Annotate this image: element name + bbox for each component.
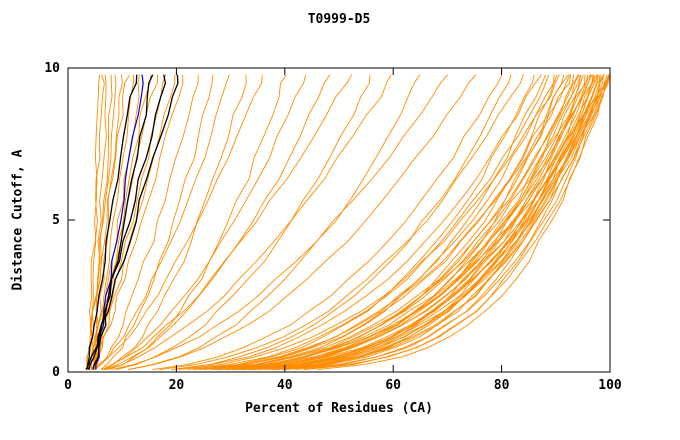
model-curve-orange	[115, 74, 371, 371]
model-curve-orange	[199, 74, 570, 371]
x-tick-label: 40	[277, 378, 293, 393]
model-curve-orange	[259, 74, 605, 371]
model-curve-orange	[204, 74, 555, 371]
model-curve-orange	[194, 74, 572, 371]
model-curve-orange	[225, 74, 592, 371]
x-tick-label: 100	[598, 378, 622, 393]
model-curve-orange	[227, 74, 558, 371]
model-curve-orange	[92, 74, 135, 370]
model-curve-orange	[252, 74, 610, 371]
model-curve-orange	[128, 74, 477, 371]
model-curve-orange	[252, 74, 610, 371]
model-curve-orange	[271, 74, 589, 371]
model-curve-orange	[240, 74, 610, 371]
model-curve-orange	[152, 74, 503, 371]
model-curve-orange	[224, 74, 599, 371]
model-curve-orange	[217, 74, 571, 371]
model-curve-orange	[317, 74, 610, 371]
chart-title: T0999-D5	[307, 12, 371, 27]
y-axis-label: Distance Cutoff, A	[10, 149, 26, 291]
model-curve-orange	[247, 74, 593, 371]
model-curve-orange	[281, 74, 594, 371]
model-curve-orange	[171, 74, 512, 371]
model-curve-orange	[103, 74, 247, 370]
reference-curve-black	[85, 74, 179, 370]
y-tick-label: 10	[44, 61, 60, 76]
model-curve-orange	[303, 74, 609, 371]
model-curve-orange	[233, 74, 604, 371]
model-curve-orange	[268, 75, 610, 371]
x-tick-label: 60	[385, 378, 401, 393]
model-curve-orange	[178, 74, 560, 371]
model-curve-orange	[90, 74, 230, 370]
model-curve-orange	[214, 74, 547, 371]
model-curve-orange	[100, 74, 214, 370]
model-curve-orange	[217, 77, 610, 371]
highlight-curve-blue	[95, 74, 144, 370]
model-curve-orange	[101, 74, 353, 370]
x-axis-label: Percent of Residues (CA)	[245, 401, 433, 416]
reference-curve-black	[92, 74, 154, 370]
model-curve-orange	[264, 74, 595, 371]
model-curve-orange	[159, 74, 524, 371]
model-curve-orange	[233, 74, 584, 371]
model-curve-orange	[193, 74, 535, 371]
reference-curve-black	[87, 74, 138, 370]
model-curve-orange	[86, 74, 131, 370]
model-curve-orange	[94, 74, 199, 370]
model-curve-orange	[93, 74, 263, 370]
model-curve-orange	[210, 74, 582, 371]
model-curve-orange	[107, 74, 287, 371]
y-tick-label: 0	[52, 365, 60, 380]
x-tick-label: 20	[169, 378, 185, 393]
model-curve-orange	[218, 74, 579, 371]
model-curve-orange	[111, 74, 449, 371]
model-curve-orange	[101, 74, 307, 371]
model-curve-orange	[218, 74, 594, 371]
model-curve-orange	[213, 74, 591, 371]
y-tick-label: 5	[52, 213, 60, 228]
model-curve-orange	[92, 74, 113, 370]
x-tick-label: 0	[64, 378, 72, 393]
model-curve-orange	[172, 74, 542, 371]
model-curve-orange	[89, 74, 101, 370]
model-curve-orange	[128, 74, 421, 371]
model-curve-orange	[105, 74, 392, 371]
x-tick-label: 80	[494, 378, 510, 393]
model-curve-orange	[91, 74, 184, 370]
model-curve-orange	[187, 74, 550, 371]
